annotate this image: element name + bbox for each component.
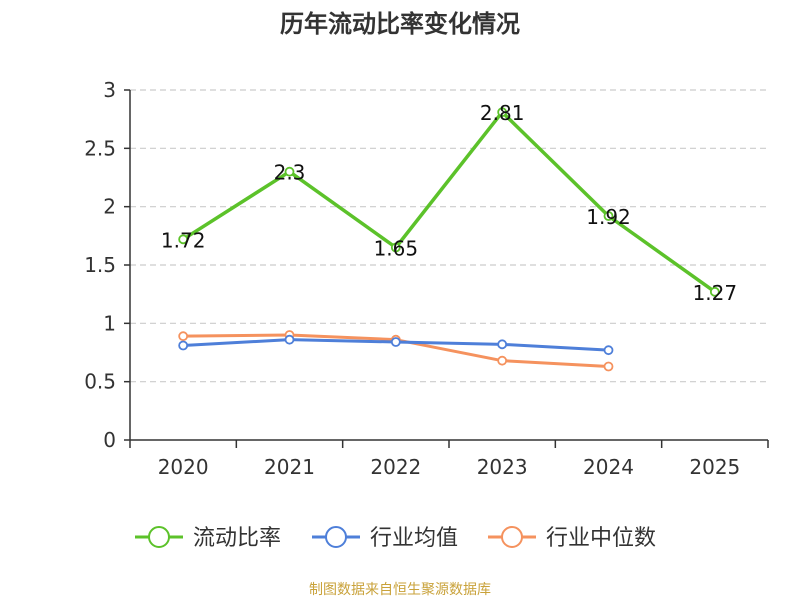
data-point[interactable]: [709, 286, 720, 297]
y-tick-label: 2: [103, 195, 116, 219]
y-tick-label: 3: [103, 78, 116, 102]
x-tick-label: 2022: [370, 455, 421, 479]
data-point[interactable]: [178, 234, 189, 245]
source-footer: 制图数据来自恒生聚源数据库: [309, 582, 491, 598]
series-2: [178, 330, 614, 372]
y-tick-label: 0: [103, 428, 116, 452]
axes: 0 0.5 1 1.5 2 2.5 3 2020 2021 2022 2023 2024 2025: [84, 78, 769, 479]
data-point[interactable]: [603, 361, 614, 372]
legend-item[interactable]: 行业中位数: [488, 526, 656, 551]
x-tick-label: 2021: [264, 455, 315, 479]
legend-marker: [148, 526, 170, 548]
x-tick-label: 2025: [689, 455, 740, 479]
legend[interactable]: 流动比率 行业均值 行业中位数: [135, 526, 656, 551]
data-label: 1.27: [693, 281, 738, 305]
data-point[interactable]: [497, 107, 508, 118]
chart-title: 历年流动比率变化情况: [280, 10, 520, 38]
data-point[interactable]: [178, 331, 189, 342]
data-point[interactable]: [603, 345, 614, 356]
data-point[interactable]: [284, 166, 295, 177]
data-point[interactable]: [497, 339, 508, 350]
series-1: [178, 334, 614, 356]
data-point[interactable]: [390, 337, 401, 347]
data-point[interactable]: [284, 334, 295, 345]
series-line: [182, 110, 716, 294]
data-label: 2.3: [274, 161, 306, 185]
x-tick-label: 2024: [583, 455, 634, 479]
series-layer: 1.72 2.3 1.65 2.81 1.92 1.27: [161, 101, 737, 372]
data-point[interactable]: [390, 242, 401, 253]
legend-label: 行业中位数: [546, 526, 656, 551]
y-tick-label: 1.5: [84, 253, 116, 277]
legend-item[interactable]: 流动比率: [135, 526, 281, 551]
data-point[interactable]: [603, 211, 614, 221]
data-label: 1.65: [374, 237, 419, 261]
y-tick-label: 2.5: [84, 136, 116, 160]
data-point[interactable]: [178, 340, 189, 351]
data-label: 1.72: [161, 228, 206, 252]
y-tick-label: 1: [103, 311, 116, 335]
data-label: 2.81: [480, 101, 525, 125]
y-tick-label: 0.5: [84, 370, 116, 394]
legend-label: 流动比率: [193, 526, 281, 551]
x-tick-label: 2020: [158, 455, 209, 479]
legend-marker: [501, 526, 523, 548]
data-label: 1.92: [586, 205, 631, 229]
grid-lines: [130, 89, 768, 383]
x-tick-label: 2023: [477, 455, 528, 479]
series-0: 1.72 2.3 1.65 2.81 1.92 1.27: [161, 101, 737, 305]
legend-item[interactable]: 行业均值: [312, 526, 458, 551]
legend-marker: [325, 526, 347, 548]
legend-label: 行业均值: [370, 526, 458, 551]
data-point[interactable]: [497, 355, 508, 366]
